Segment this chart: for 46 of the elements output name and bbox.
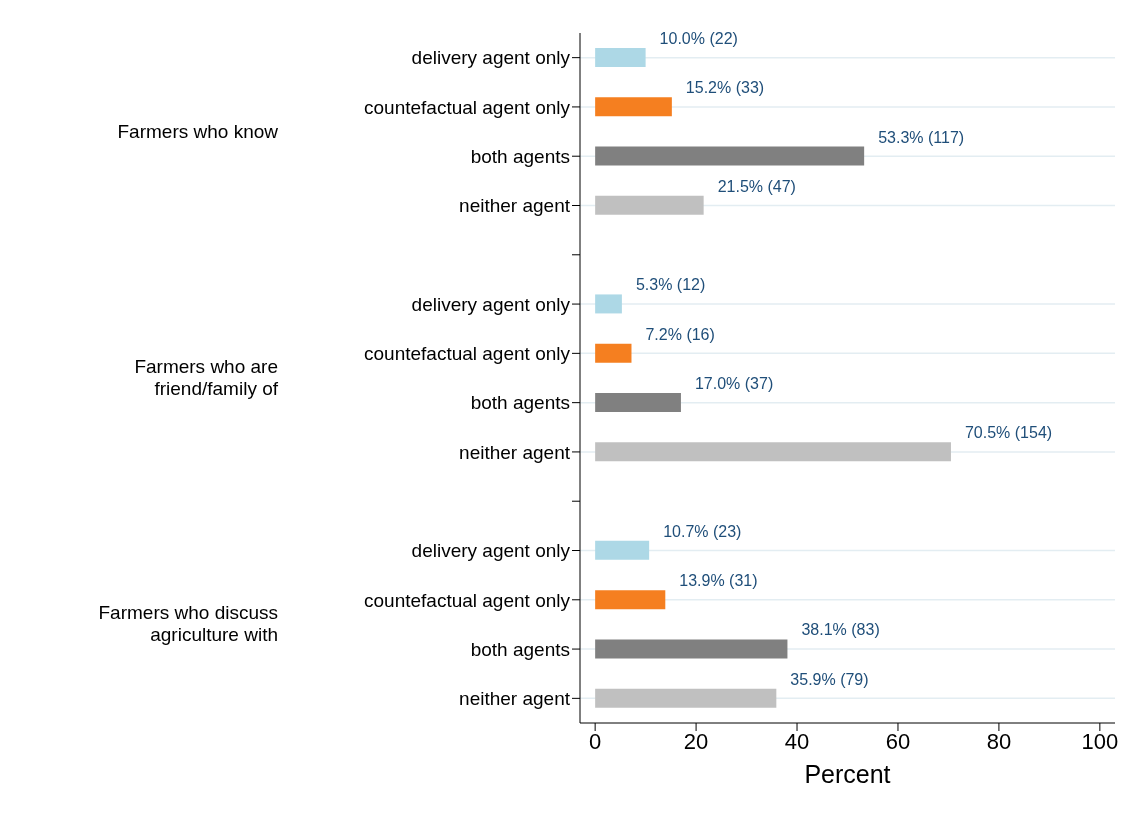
data-label: 10.7% (23) [663, 522, 742, 540]
data-label: 13.9% (31) [679, 572, 758, 590]
bar [595, 442, 951, 462]
y-tick-label: neither agent [459, 441, 571, 463]
bar [595, 343, 632, 363]
x-tick-label: 40 [784, 728, 810, 754]
y-tick-label: delivery agent only [411, 540, 571, 562]
bar [595, 146, 865, 166]
bar [595, 294, 622, 314]
data-label: 5.3% (12) [635, 276, 706, 294]
x-tick-label: 20 [683, 728, 709, 754]
y-tick-label: countefactual agent only [364, 96, 571, 118]
data-label: 21.5% (47) [717, 177, 796, 195]
y-tick-label: both agents [470, 145, 570, 167]
data-label: 7.2% (16) [645, 325, 715, 343]
bar [595, 97, 672, 117]
y-tick-label: delivery agent only [411, 293, 571, 315]
bar [595, 540, 650, 560]
data-label: 70.5% (154) [964, 424, 1053, 442]
bar [595, 195, 704, 215]
data-label: 53.3% (117) [878, 128, 965, 146]
text: Farmers who know [117, 120, 278, 143]
data-label: 35.9% (79) [790, 670, 869, 688]
x-axis-title: Percent [804, 759, 891, 788]
bar [595, 639, 788, 659]
x-tick-label: 80 [986, 728, 1012, 754]
x-tick-label: 60 [885, 728, 911, 754]
y-tick-label: delivery agent only [411, 47, 571, 69]
y-tick-label: countefactual agent only [364, 343, 571, 365]
y-tick-label: neither agent [459, 688, 571, 710]
bar [595, 590, 666, 610]
y-tick-label: both agents [470, 392, 570, 414]
x-tick-label: 0 [589, 728, 602, 754]
text: Farmers who discuss agriculture with [98, 602, 278, 647]
data-label: 17.0% (37) [694, 375, 774, 392]
data-label: 38.1% (83) [801, 621, 880, 639]
bar [595, 48, 646, 67]
bar [595, 393, 681, 412]
y-tick-label: neither agent [459, 195, 571, 217]
data-label: 10.0% (22) [659, 30, 738, 47]
x-tick-label: 100 [1081, 728, 1119, 754]
y-tick-label: countefactual agent only [364, 589, 571, 611]
bar [595, 688, 777, 708]
text: Farmers who are friend/family of [134, 356, 278, 400]
data-label: 15.2% (33) [685, 79, 765, 97]
y-tick-label: both agents [470, 638, 570, 660]
